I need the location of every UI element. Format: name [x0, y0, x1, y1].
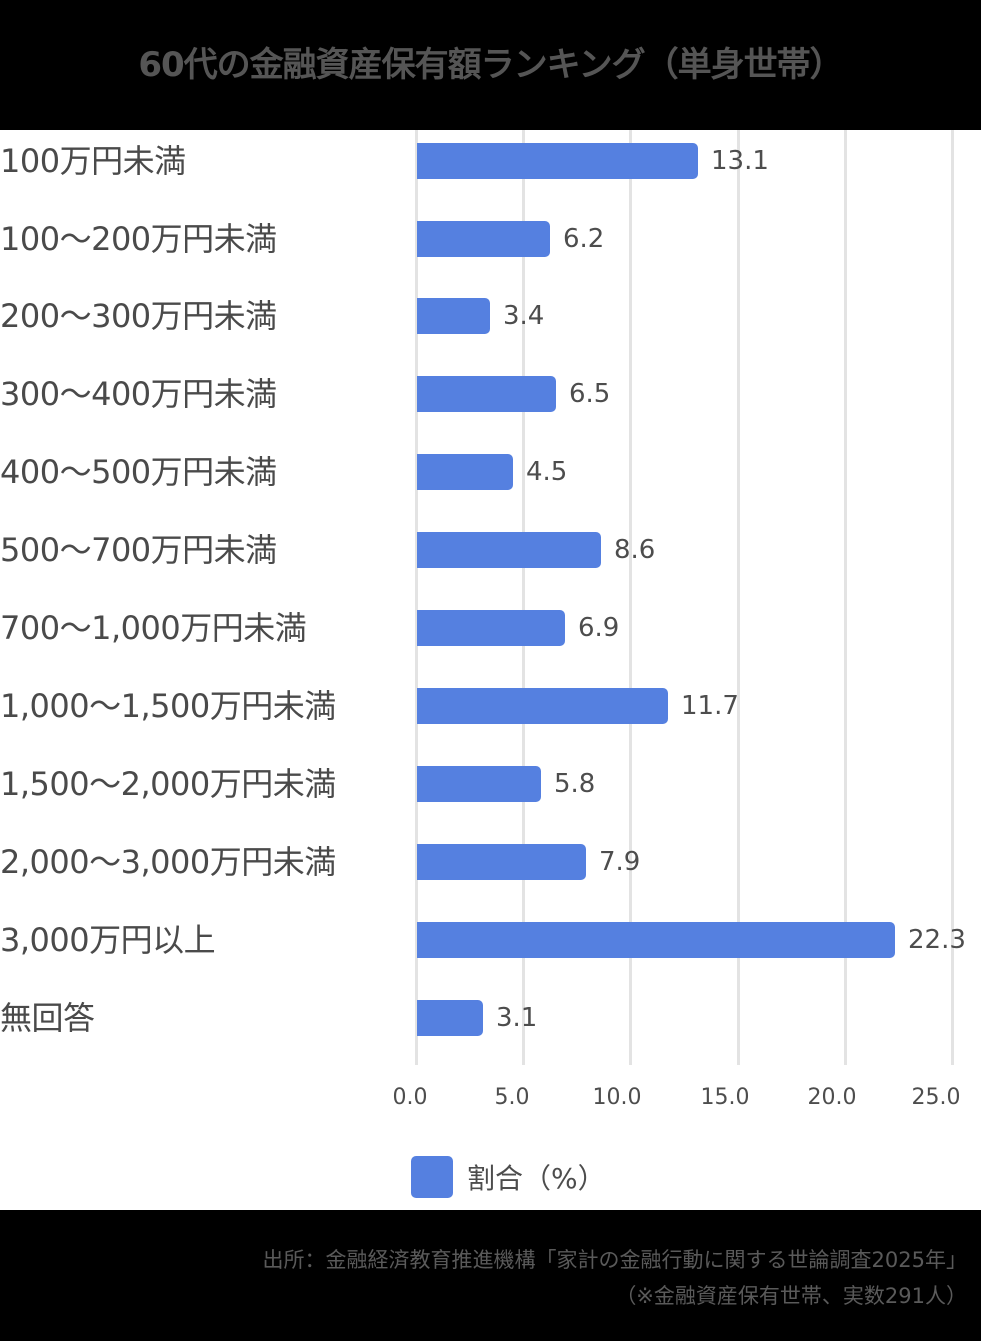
- bar: [417, 1000, 483, 1036]
- chart-title: 60代の金融資産保有額ランキング（単身世帯）: [138, 45, 843, 85]
- data-label: 11.7: [681, 691, 739, 721]
- x-tick-label: 0.0: [392, 1085, 428, 1110]
- category-label: 2,000〜3,000万円未満: [0, 843, 336, 881]
- category-label: 1,500〜2,000万円未満: [0, 765, 336, 803]
- x-tick-label: 5.0: [494, 1085, 530, 1110]
- data-label: 13.1: [711, 146, 769, 176]
- bar: [417, 298, 490, 334]
- category-label: 700〜1,000万円未満: [0, 609, 307, 647]
- bar: [417, 610, 565, 646]
- category-label: 300〜400万円未満: [0, 375, 277, 413]
- bar: [417, 221, 550, 257]
- gridline-20: [844, 130, 847, 1065]
- data-label: 6.9: [578, 613, 620, 643]
- note-text: （※金融資産保有世帯、実数291人）: [615, 1284, 967, 1308]
- category-label: 無回答: [0, 999, 95, 1037]
- data-label: 7.9: [599, 847, 641, 877]
- x-tick-label: 15.0: [700, 1085, 750, 1110]
- legend-label: 割合（%）: [467, 1162, 606, 1195]
- data-label: 6.2: [563, 224, 605, 254]
- data-label: 6.5: [569, 379, 611, 409]
- bar: [417, 454, 513, 490]
- category-label: 500〜700万円未満: [0, 531, 277, 569]
- bar: [417, 376, 556, 412]
- gridline-15: [737, 130, 740, 1065]
- footer: 出所：金融経済教育推進機構「家計の金融行動に関する世論調査2025年」 （※金融…: [0, 1210, 981, 1341]
- source-text: 出所：金融経済教育推進機構「家計の金融行動に関する世論調査2025年」: [262, 1248, 967, 1272]
- gridline-0: [415, 130, 418, 1065]
- plot-area: 100万円未満 13.1 100〜200万円未満 6.2 200〜300万円未満…: [0, 130, 981, 1210]
- category-label: 100〜200万円未満: [0, 220, 277, 258]
- legend: 割合（%）: [411, 1156, 606, 1198]
- bar: [417, 766, 541, 802]
- category-label: 100万円未満: [0, 142, 186, 180]
- bar: [417, 688, 668, 724]
- bar: [417, 532, 601, 568]
- gridline-25: [951, 130, 954, 1065]
- x-tick-label: 25.0: [911, 1085, 961, 1110]
- gridline-5: [522, 130, 525, 1065]
- category-label: 3,000万円以上: [0, 921, 216, 959]
- x-tick-label: 10.0: [592, 1085, 642, 1110]
- x-tick-label: 20.0: [807, 1085, 857, 1110]
- data-label: 22.3: [908, 925, 966, 955]
- bar: [417, 922, 895, 958]
- data-label: 4.5: [526, 457, 568, 487]
- title-bar: 60代の金融資産保有額ランキング（単身世帯）: [0, 0, 981, 130]
- data-label: 8.6: [614, 535, 656, 565]
- data-label: 5.8: [554, 769, 596, 799]
- gridline-10: [629, 130, 632, 1065]
- bar: [417, 143, 698, 179]
- category-label: 200〜300万円未満: [0, 297, 277, 335]
- category-label: 1,000〜1,500万円未満: [0, 687, 336, 725]
- bar: [417, 844, 586, 880]
- data-label: 3.4: [503, 301, 545, 331]
- legend-swatch: [411, 1156, 453, 1198]
- data-label: 3.1: [496, 1003, 538, 1033]
- category-label: 400〜500万円未満: [0, 453, 277, 491]
